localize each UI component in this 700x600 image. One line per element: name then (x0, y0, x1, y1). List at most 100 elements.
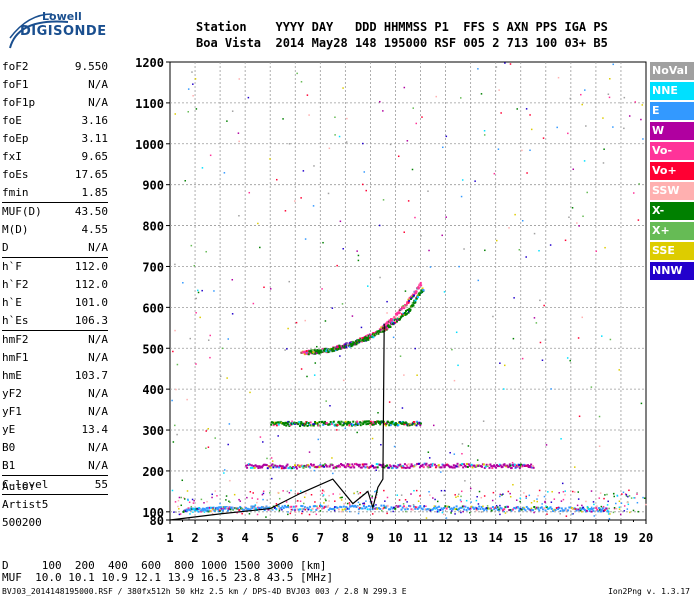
noise-point (624, 493, 627, 495)
echo-point (330, 348, 333, 351)
auto-method: Artist5 (2, 498, 49, 511)
echo-point (316, 349, 319, 352)
noise-point (590, 506, 593, 509)
echo-point (381, 330, 384, 333)
echo-point (335, 348, 338, 351)
noise-point (429, 266, 432, 268)
noise-point (447, 506, 450, 508)
noise-point (238, 498, 240, 501)
noise-point (178, 513, 181, 516)
noise-point (379, 276, 381, 279)
echo-point (354, 423, 357, 426)
echo-point (389, 465, 392, 468)
echo-point (490, 465, 493, 468)
noise-point (276, 178, 278, 181)
echo-point (391, 320, 394, 323)
echo-point (306, 352, 309, 355)
param-value: N/A (88, 459, 108, 472)
echo-point (365, 423, 368, 426)
noise-point (560, 438, 562, 440)
echo-point (563, 509, 566, 512)
echo-point (344, 343, 347, 346)
param-name: h`Es (2, 314, 29, 327)
noise-point (492, 491, 495, 494)
echo-point (418, 466, 421, 469)
echo-point (372, 505, 375, 508)
noise-point (357, 501, 360, 504)
legend-item-ssw: SSW (650, 182, 694, 200)
echo-point (222, 506, 225, 509)
noise-point (603, 497, 605, 500)
param-name: foE (2, 114, 22, 127)
echo-point (351, 504, 354, 507)
noise-point (278, 509, 281, 512)
noise-point (535, 322, 538, 324)
echo-point (237, 507, 240, 510)
param-value: 55 (94, 478, 108, 491)
echo-point (186, 509, 189, 512)
noise-point (334, 116, 336, 119)
echo-point (315, 350, 318, 353)
noise-point (342, 248, 344, 250)
echo-point (327, 349, 330, 352)
echo-point (382, 330, 385, 333)
echo-point (436, 508, 439, 511)
echo-point (523, 508, 526, 511)
x-tick-label: 6 (292, 531, 299, 545)
echo-point (380, 326, 383, 329)
echo-point (548, 507, 551, 510)
echo-point (415, 424, 418, 427)
echo-point (274, 422, 277, 425)
echo-point (198, 508, 201, 511)
noise-point (389, 143, 392, 146)
noise-point (517, 507, 520, 509)
echo-point (272, 424, 275, 427)
echo-point (347, 422, 350, 425)
echo-point (401, 506, 404, 509)
echo-point (274, 464, 277, 467)
echo-point (374, 330, 377, 333)
noise-point (568, 216, 570, 218)
noise-point (436, 500, 439, 503)
noise-point (183, 498, 186, 500)
noise-point (365, 500, 367, 502)
echo-point (309, 463, 312, 466)
noise-point (262, 490, 265, 493)
noise-point (340, 510, 343, 513)
echo-point (398, 317, 401, 320)
noise-point (342, 379, 345, 382)
noise-point (339, 497, 341, 499)
noise-point (314, 501, 316, 503)
noise-point (214, 490, 217, 492)
echo-point (387, 421, 390, 424)
y-tick-label: 600 (142, 301, 164, 315)
echo-point (247, 508, 250, 511)
echo-point (607, 510, 610, 513)
noise-point (642, 496, 644, 499)
noise-point (321, 489, 324, 492)
noise-point (302, 502, 305, 505)
echo-point (413, 294, 416, 297)
noise-point (416, 374, 418, 376)
noise-point (551, 490, 553, 493)
noise-point (237, 132, 240, 134)
echo-point (340, 347, 343, 350)
echo-point (364, 420, 367, 423)
noise-point (228, 423, 231, 425)
noise-point (622, 491, 625, 494)
noise-point (454, 494, 456, 496)
echo-point (374, 421, 377, 424)
echo-point (430, 463, 433, 466)
echo-point (413, 421, 416, 424)
noise-point (414, 347, 416, 350)
noise-point (509, 63, 512, 65)
noise-point (562, 491, 565, 493)
echo-point (525, 505, 528, 508)
noise-point (407, 200, 410, 202)
echo-point (307, 422, 310, 425)
noise-point (263, 286, 265, 289)
noise-point (628, 495, 631, 497)
echo-point (471, 466, 474, 469)
echo-point (601, 507, 604, 510)
echo-point (318, 351, 321, 354)
